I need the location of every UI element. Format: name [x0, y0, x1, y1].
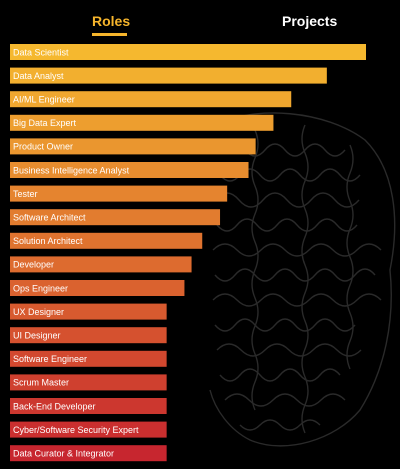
bar-label-13: Software Engineer — [13, 354, 87, 364]
bar-13[interactable] — [10, 350, 167, 367]
bar-label-8: Solution Architect — [13, 236, 83, 246]
bar-0[interactable] — [10, 44, 366, 60]
bar-label-4: Product Owner — [13, 142, 73, 152]
bar-label-10: Ops Engineer — [13, 283, 68, 293]
bar-label-17: Data Curator & Integrator — [13, 449, 114, 459]
bar-6[interactable] — [10, 185, 228, 202]
bar-label-3: Big Data Expert — [13, 118, 77, 128]
bar-17[interactable] — [10, 445, 167, 462]
bar-3[interactable] — [10, 114, 274, 131]
bar-4[interactable] — [10, 138, 256, 155]
bar-16[interactable] — [10, 421, 167, 438]
tab-projects[interactable]: Projects — [282, 13, 338, 29]
bar-label-15: Back-End Developer — [13, 401, 96, 411]
brain-illustration — [209, 112, 396, 447]
bar-label-9: Developer — [13, 260, 54, 270]
bar-1[interactable] — [10, 67, 327, 84]
bar-2[interactable] — [10, 91, 292, 108]
active-tab-indicator — [92, 33, 127, 36]
bar-label-2: AI/ML Engineer — [13, 95, 75, 105]
bar-label-6: Tester — [13, 189, 38, 199]
bar-8[interactable] — [10, 232, 203, 249]
bar-5[interactable] — [10, 162, 249, 178]
bar-label-0: Data Scientist — [13, 47, 69, 57]
bar-label-12: UI Designer — [13, 331, 61, 341]
bar-label-5: Business Intelligence Analyst — [13, 165, 130, 175]
tab-roles[interactable]: Roles — [92, 13, 131, 29]
tab-bar: Roles Projects — [0, 0, 400, 40]
bar-7[interactable] — [10, 209, 221, 226]
bar-label-11: UX Designer — [13, 307, 64, 317]
bar-14[interactable] — [10, 374, 167, 391]
bar-12[interactable] — [10, 327, 167, 344]
bar-label-7: Software Architect — [13, 213, 86, 223]
bar-label-16: Cyber/Software Security Expert — [13, 425, 139, 435]
bar-9[interactable] — [10, 256, 192, 273]
bar-11[interactable] — [10, 303, 167, 320]
bar-10[interactable] — [10, 280, 185, 296]
bar-label-14: Scrum Master — [13, 378, 69, 388]
bar-label-1: Data Analyst — [13, 71, 64, 81]
bar-15[interactable] — [10, 398, 167, 414]
